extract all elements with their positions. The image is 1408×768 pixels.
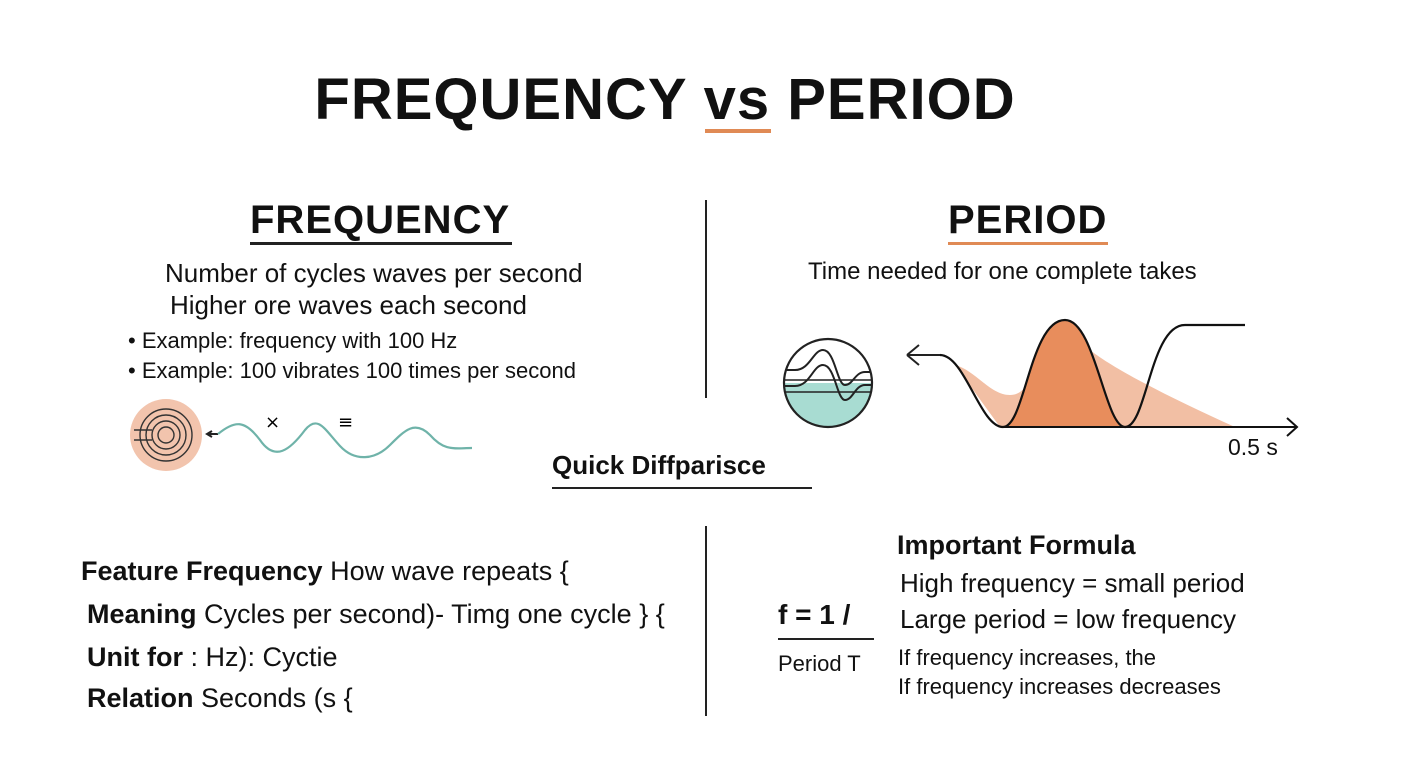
wave-line [217,422,473,459]
formula-note: If frequency increases, the [898,645,1157,670]
source-circle-icon [130,399,202,471]
period-underline [948,242,1108,245]
formula-line: Large period = low frequency [900,604,1237,634]
row-text: : Hz): Cyctie [190,642,338,672]
row-label: Meaning [87,599,197,629]
quick-diff-heading: Quick Diffparisce [552,450,766,480]
frequency-heading: FREQUENCY [250,198,511,242]
period-wave-line [939,318,1245,429]
page-title: FREQUENCY vs PERIOD [314,67,1016,132]
formula-heading: Important Formula [897,530,1136,560]
formula-denominator: Period T [778,651,861,676]
wave-symbol: ≡ [338,412,353,433]
row-label: Unit for [87,642,183,672]
divider-bottom [705,526,707,716]
row-label: Relation [87,683,194,713]
quick-diff-underline [552,487,812,489]
ripple-rings-icon [134,408,193,462]
period-wave-illustration [782,318,1299,437]
row-text: Cycles per second)- Timg one cycle } { [204,599,665,629]
title-accent-underline [705,129,771,133]
row-text: How wave repeats { [330,556,569,586]
period-heading: PERIOD [948,198,1108,242]
divider-top [705,200,707,398]
frequency-bullet: • Example: frequency with 100 Hz [128,328,458,353]
arrow-left-icon [205,430,218,438]
formula-fraction-bar [778,638,874,640]
arrow-left-icon [906,344,940,366]
frequency-wave-illustration: × ≡ [130,399,473,471]
table-row: Feature Frequency How wave repeats { [81,556,569,587]
frequency-line: Number of cycles waves per second [165,258,583,288]
formula-numerator: f = 1 / [778,599,851,630]
time-axis-label: 0.5 s [1228,434,1278,460]
table-row: Meaning Cycles per second)- Timg one cyc… [87,599,665,630]
row-text: Seconds (s { [201,683,353,713]
time-axis-arrow [1003,417,1299,437]
row-label: Feature Frequency [81,556,323,586]
formula-note: If frequency increases decreases [898,674,1221,699]
table-row: Relation Seconds (s { [87,683,353,714]
frequency-bullet: • Example: 100 vibrates 100 times per se… [128,358,576,383]
formula-line: High frequency = small period [900,568,1245,598]
frequency-line: Higher ore waves each second [170,290,527,320]
period-description: Time needed for one complete takes [808,258,1197,285]
wave-circle-icon [782,337,874,429]
frequency-underline [250,242,512,245]
period-area [1003,320,1125,427]
wave-symbol: × [265,412,280,433]
table-row: Unit for : Hz): Cyctie [87,642,338,673]
